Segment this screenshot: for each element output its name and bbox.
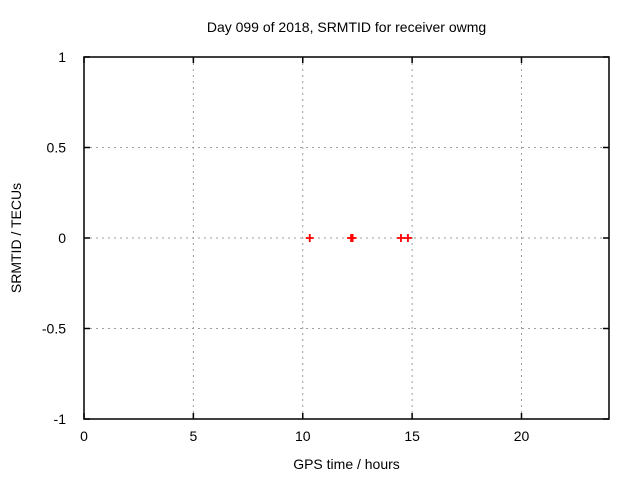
x-tick-label: 10 bbox=[295, 428, 311, 444]
y-tick-label: 1 bbox=[58, 49, 66, 65]
chart-title: Day 099 of 2018, SRMTID for receiver owm… bbox=[206, 19, 487, 35]
x-axis-label: GPS time / hours bbox=[293, 456, 400, 472]
x-tick-label: 20 bbox=[514, 428, 530, 444]
data-point-marker bbox=[348, 234, 357, 242]
x-tick-label: 0 bbox=[80, 428, 88, 444]
data-point-marker bbox=[305, 234, 314, 242]
x-tick-label: 15 bbox=[404, 428, 420, 444]
y-tick-label: 0 bbox=[58, 230, 66, 246]
data-point-marker bbox=[396, 234, 405, 242]
y-tick-label: -0.5 bbox=[42, 321, 66, 337]
y-tick-label: 0.5 bbox=[47, 140, 67, 156]
y-tick-label: -1 bbox=[54, 411, 67, 427]
data-point-marker bbox=[403, 234, 412, 242]
x-tick-label: 5 bbox=[189, 428, 197, 444]
plot-border bbox=[83, 56, 610, 420]
